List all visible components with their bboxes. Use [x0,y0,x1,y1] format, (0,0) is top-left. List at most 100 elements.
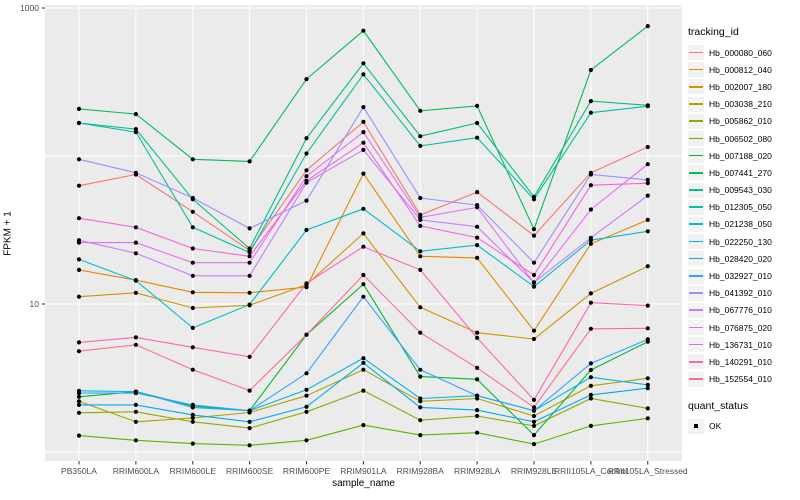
legend-key-swatch [688,45,704,61]
data-point [247,354,252,359]
data-point [76,410,82,415]
legend-key-swatch [688,62,704,78]
data-point [645,376,650,381]
data-point [361,360,366,365]
legend-item-label: Hb_009543_030 [709,185,772,196]
legend-item-label: Hb_007188_020 [709,150,772,161]
data-point [76,402,82,407]
data-point [361,130,366,135]
legend-item-label: Hb_000080_060 [709,47,772,58]
legend-line-icon [689,68,703,71]
legend-key-swatch [688,320,704,336]
data-point [588,383,594,388]
legend-key-swatch [688,96,704,112]
data-point [361,231,366,236]
data-point [645,386,650,391]
data-point [531,442,537,447]
legend-items: Hb_000080_060 Hb_000812_040 Hb_002007_180 H… [688,44,800,388]
legend-line-icon [689,309,703,311]
data-point [588,207,594,212]
legend-line-icon [689,206,703,208]
data-point [190,441,195,446]
data-point [588,183,594,188]
legend-item-label: Hb_007441_270 [709,167,772,178]
data-point [588,235,594,240]
data-point [531,280,537,285]
legend-item-Hb_140291_010: Hb_140291_010 [688,353,800,370]
legend-item-label: Hb_012305_050 [709,202,772,213]
data-point [304,371,309,376]
data-point [304,409,309,414]
data-point [588,291,594,296]
data-point [190,157,195,162]
data-point [588,300,594,305]
data-point [304,198,309,203]
data-point [588,67,594,73]
data-point [361,356,366,361]
legend-item-label: OK [709,421,722,432]
data-point [361,367,366,372]
data-point [475,377,480,382]
data-point [76,349,82,354]
legend-key-swatch [688,165,704,181]
data-point [190,260,195,265]
data-point [361,388,366,393]
legend-key-swatch [688,268,704,284]
data-point [133,419,138,424]
legend-item-Hb_067776_010: Hb_067776_010 [688,302,800,319]
data-point [475,190,480,195]
legend-item-Hb_022250_130: Hb_022250_130 [688,233,800,250]
data-point [418,195,423,201]
x-tick-label: RRIM600SE [226,466,274,476]
data-point [645,181,650,186]
legend-line-icon [689,378,703,380]
legend-item-Hb_006502_080: Hb_006502_080 [688,130,800,147]
data-point [588,99,594,104]
data-point [475,408,480,413]
data-point [418,367,423,372]
data-point [531,197,537,202]
data-point [418,396,423,401]
data-point [133,278,138,283]
data-point [304,174,309,179]
data-point [133,130,138,135]
data-point [531,408,537,413]
data-point [475,393,480,398]
data-point [361,61,366,66]
data-point [133,240,138,245]
data-point [304,393,309,398]
legend-item-label: Hb_041392_010 [709,288,772,299]
data-point [133,335,138,340]
data-point [76,157,82,162]
data-point [645,144,650,150]
data-point [190,325,195,330]
legend-item-label: Hb_067776_010 [709,305,772,316]
x-tick-label: RRII105LA_Stressed [608,466,688,476]
legend-line-icon [689,137,703,140]
x-tick-label: RRIM928BA [397,466,445,476]
data-point [76,120,82,126]
data-point [418,433,423,438]
data-point [475,224,480,229]
data-point [361,28,366,33]
data-point [588,241,594,246]
data-point [76,216,82,221]
data-point [133,170,138,175]
data-point [645,416,650,421]
data-point [190,290,195,295]
data-point [304,438,309,443]
legend-key-swatch [688,302,704,318]
data-point [475,430,480,435]
legend-item-label: Hb_032927_010 [709,271,772,282]
legend-item-label: Hb_005862_010 [709,116,772,127]
data-point [190,402,195,407]
data-point [418,134,423,139]
data-point [361,147,366,152]
data-point [76,183,82,188]
data-point [76,391,82,396]
data-point [645,217,650,222]
data-point [133,342,138,347]
legend-item-Hb_000080_060: Hb_000080_060 [688,44,800,61]
data-point [133,438,138,443]
data-point [645,406,650,411]
